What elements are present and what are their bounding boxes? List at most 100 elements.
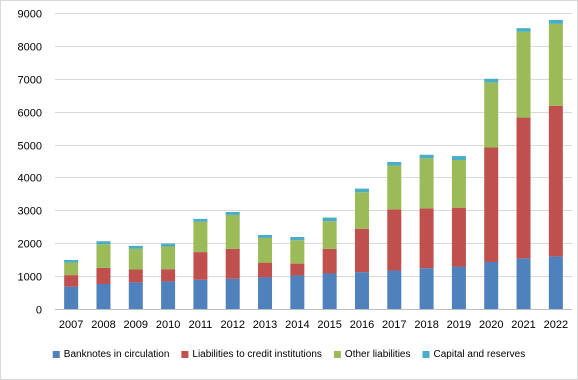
bar-2022-series-3: [548, 23, 563, 106]
bar-2007-series-3: [64, 262, 79, 276]
y-tick-label-1000: 1000: [18, 272, 42, 284]
bar-2022-series-4: [548, 19, 563, 24]
x-tick-label-2022: 2022: [544, 319, 568, 331]
bar-2019-series-2: [451, 207, 466, 267]
bar-2009-series-4: [128, 245, 143, 249]
bar-2016-series-4: [354, 188, 369, 193]
legend-item-3: Other liabilities: [333, 349, 411, 360]
bar-2008-series-4: [96, 241, 111, 245]
bar-2012-series-3: [225, 214, 240, 249]
legend-label-2: Liabilities to credit institutions: [192, 349, 322, 360]
legend-label-3: Other liabilities: [345, 349, 411, 360]
y-tick-label-7000: 7000: [18, 75, 42, 87]
bar-2021-series-3: [516, 31, 531, 118]
bar-2019-series-1: [451, 266, 466, 309]
legend-label-4: Capital and reserves: [434, 349, 526, 360]
x-tick-label-2009: 2009: [124, 319, 148, 331]
bar-2008-series-3: [96, 244, 111, 268]
bar-2014-series-4: [290, 236, 305, 241]
x-axis-ticks: 2007 2008 2009 2010 2011 2012 2013 2014 2015 2016…: [59, 319, 568, 331]
bar-2021-series-4: [516, 28, 531, 32]
bar-2008-series-1: [96, 284, 111, 309]
x-tick-label-2016: 2016: [350, 319, 374, 331]
x-tick-label-2014: 2014: [285, 319, 309, 331]
x-tick-label-2021: 2021: [511, 319, 535, 331]
bar-2018-series-4: [419, 154, 434, 159]
bar-2014-series-3: [290, 240, 305, 264]
bar-2018-series-2: [419, 208, 434, 269]
bar-2021-series-1: [516, 258, 531, 309]
bar-2019-series-4: [451, 156, 466, 161]
bar-2011-series-4: [193, 218, 208, 222]
bar-2013-series-3: [258, 237, 273, 263]
y-tick-label-3000: 3000: [18, 206, 42, 218]
legend-swatch-4: [422, 351, 430, 358]
bar-2009-series-1: [128, 282, 143, 309]
x-tick-label-2012: 2012: [220, 319, 244, 331]
y-tick-label-5000: 5000: [18, 141, 42, 153]
bar-2018-series-1: [419, 268, 434, 309]
legend-swatch-2: [181, 351, 189, 358]
x-tick-label-2015: 2015: [317, 319, 341, 331]
x-tick-label-2018: 2018: [414, 319, 438, 331]
bar-2013-series-2: [258, 262, 273, 278]
bar-2011-series-1: [193, 279, 208, 309]
legend-label-1: Banknotes in circulation: [64, 349, 170, 360]
y-tick-label-4000: 4000: [18, 173, 42, 185]
x-tick-label-2010: 2010: [156, 319, 180, 331]
x-tick-label-2013: 2013: [253, 319, 277, 331]
legend: Banknotes in circulation Liabilities to c…: [52, 349, 526, 360]
bar-2008-series-2: [96, 267, 111, 285]
bar-2021-series-2: [516, 117, 531, 259]
y-tick-label-0: 0: [36, 305, 42, 317]
bar-2009-series-2: [128, 269, 143, 283]
bar-2012-series-4: [225, 211, 240, 215]
bar-2010-series-3: [161, 246, 176, 270]
bar-2020-series-1: [484, 261, 499, 309]
bar-2020-series-4: [484, 78, 499, 83]
x-tick-label-2020: 2020: [479, 319, 503, 331]
bar-2014-series-1: [290, 275, 305, 309]
bar-2010-series-1: [161, 281, 176, 309]
y-axis-ticks: 0 1000 2000 3000 4000 5000 6000 7000 8000 9000: [18, 9, 42, 317]
bar-2018-series-3: [419, 158, 434, 209]
legend-item-4: Capital and reserves: [422, 349, 526, 360]
bar-2015-series-4: [322, 217, 337, 222]
bar-2007-series-4: [64, 259, 79, 263]
x-tick-label-2011: 2011: [189, 319, 213, 331]
bar-2012-series-2: [225, 248, 240, 279]
bar-2016-series-1: [354, 272, 369, 309]
x-tick-label-2019: 2019: [447, 319, 471, 331]
bar-2017-series-4: [387, 161, 402, 166]
bar-2020-series-2: [484, 147, 499, 262]
y-tick-label-6000: 6000: [18, 108, 42, 120]
bar-2022-series-1: [548, 256, 563, 309]
bar-2009-series-3: [128, 248, 143, 270]
bar-2017-series-1: [387, 270, 402, 309]
bar-2011-series-3: [193, 221, 208, 253]
bar-2011-series-2: [193, 252, 208, 280]
bar-2013-series-1: [258, 277, 273, 309]
x-tick-label-2017: 2017: [382, 319, 406, 331]
bar-2015-series-2: [322, 248, 337, 274]
bar-2016-series-3: [354, 192, 369, 229]
y-tick-label-2000: 2000: [18, 239, 42, 251]
bar-2017-series-2: [387, 209, 402, 271]
y-tick-label-8000: 8000: [18, 42, 42, 54]
legend-item-2: Liabilities to credit institutions: [181, 349, 322, 360]
bar-2010-series-4: [161, 243, 176, 247]
bar-2020-series-3: [484, 82, 499, 148]
bar-2019-series-3: [451, 160, 466, 208]
bar-2007-series-2: [64, 275, 79, 287]
bar-2010-series-2: [161, 269, 176, 282]
bar-2012-series-1: [225, 278, 240, 309]
bar-2014-series-2: [290, 263, 305, 276]
bar-2015-series-1: [322, 273, 337, 309]
bar-2013-series-4: [258, 235, 273, 238]
legend-swatch-3: [333, 351, 341, 358]
bars: [64, 19, 563, 309]
y-tick-label-9000: 9000: [18, 9, 42, 21]
